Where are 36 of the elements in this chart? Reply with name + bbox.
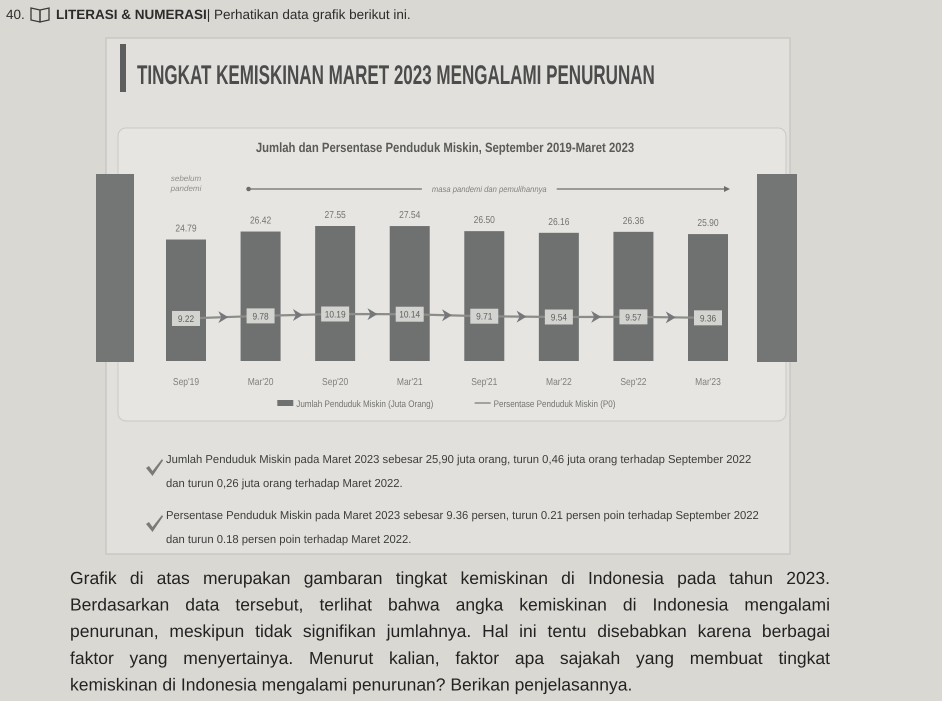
text: Persentase Penduduk Miskin pada Maret 2023 sebesar 9.36 persen, turun 0.21 persen poin terhadap September 2022 dan turun 0.18 persen poin terhadap Maret 2022. [166, 510, 759, 546]
bar [464, 231, 504, 361]
bar [390, 226, 430, 361]
x-tick-label: Sep'20 [322, 376, 348, 388]
bar [613, 232, 654, 361]
text: Jumlah Penduduk Miskin pada Maret 2023 sebesar 25,90 juta orang, turun 0,46 juta orang terhadap September 2022 dan turun 0,26 juta orang terhadap Maret 2022. [166, 454, 752, 490]
text: Grafik di atas merupakan gambaran tingkat kemiskinan di Indonesia pada tahun 2023. Berdasarkan data tersebut, terlihat bahwa angka kemiskinan di Indonesia mengalami penurunan, meskipun tidak signifikan jumlahnya. Hal ini tentu disebabkan karena berbagai faktor yang menyertainya. Menurut kalian, faktor apa sajakah yang membuat tingkat kemiskinan di Indonesia mengalami penurunan? Berikan penjelasannya. [70, 568, 830, 694]
x-tick-label: Mar'21 [396, 376, 423, 388]
chart-subtitle: Jumlah dan Persentase Penduduk Miskin, September 2019-Maret 2023 [256, 140, 634, 156]
text: | Perhatikan data grafik berikut ini. [206, 7, 411, 22]
bar [688, 234, 728, 361]
legend-label: Persentase Penduduk Miskin (P0) [494, 398, 616, 410]
data-label: 26.42 [250, 214, 272, 226]
bar [538, 232, 579, 361]
data-label: 25.90 [697, 217, 719, 228]
legend-label: Jumlah Penduduk Miskin (Juta Orang) [296, 398, 434, 410]
data-label: 26.50 [474, 214, 495, 226]
bar [240, 232, 281, 361]
x-tick-label: Mar'20 [248, 376, 274, 388]
x-tick-label: Mar'22 [546, 376, 572, 388]
bar [166, 240, 206, 361]
text: sebelum pandemi [170, 174, 202, 193]
data-label: 27.54 [399, 209, 420, 220]
data-label: 27.55 [324, 209, 346, 220]
x-tick-label: Mar'23 [695, 376, 721, 388]
chart-title: TINGKAT KEMISKINAN MARET 2023 MENGALAMI PENURUNAN [137, 60, 655, 90]
data-label: 26.36 [622, 215, 644, 226]
x-tick-label: Sep'22 [620, 376, 647, 388]
text: 40. [6, 7, 25, 22]
data-label: 26.16 [548, 216, 570, 227]
text: masa pandemi dan pemulihannya [432, 184, 548, 194]
text: LITERASI & NUMERASI [56, 7, 207, 22]
bar [315, 226, 356, 361]
x-tick-label: Sep'21 [471, 376, 498, 388]
data-label: 24.79 [175, 222, 197, 234]
x-tick-label: Sep'19 [172, 376, 200, 388]
